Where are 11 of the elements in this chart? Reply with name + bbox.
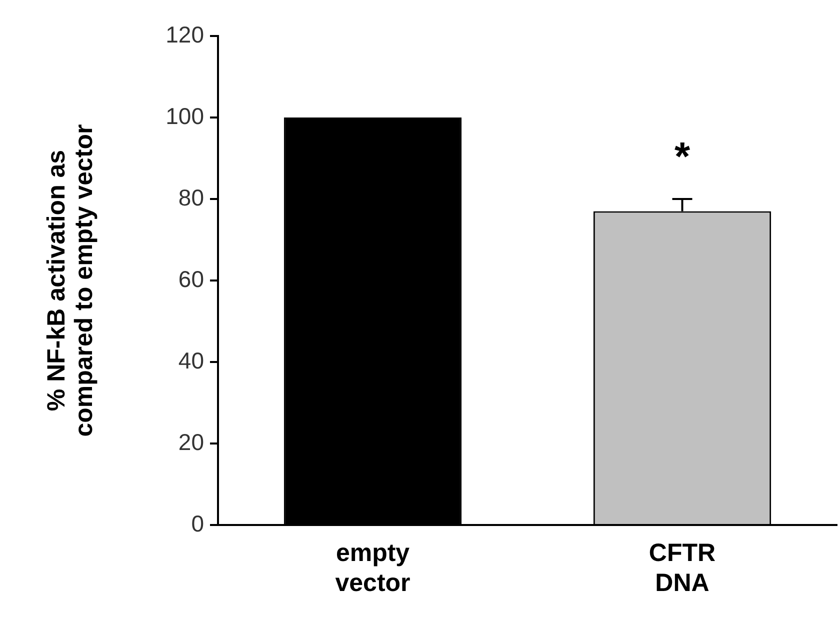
x-tick-label: CFTR DNA — [648, 538, 716, 597]
y-tick-label: 120 — [166, 21, 204, 48]
annotation: * — [674, 135, 690, 180]
y-tick-label: 100 — [166, 102, 204, 129]
x-tick-label: empty vector — [335, 538, 411, 597]
y-tick-label: 80 — [178, 184, 204, 210]
y-tick-label: 20 — [178, 428, 204, 455]
y-tick-label: 60 — [178, 266, 204, 292]
y-axis-title: % NF-kB activation as compared to empty vector — [42, 124, 98, 437]
y-tick-label: 0 — [191, 510, 204, 536]
y-tick-label: 40 — [178, 347, 204, 374]
